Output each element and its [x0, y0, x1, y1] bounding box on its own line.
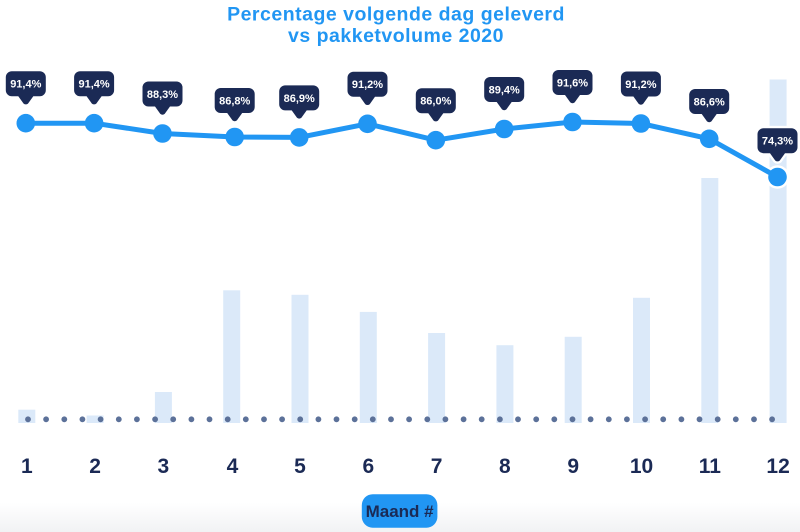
svg-text:Percentage volgende dag geleve: Percentage volgende dag geleverd [227, 4, 565, 26]
svg-text:91,6%: 91,6% [557, 77, 588, 89]
svg-text:9: 9 [567, 455, 579, 478]
svg-text:86,6%: 86,6% [694, 96, 725, 108]
svg-text:91,4%: 91,4% [78, 79, 109, 91]
svg-text:91,4%: 91,4% [10, 79, 41, 91]
svg-text:74,3%: 74,3% [762, 136, 793, 148]
svg-text:88,3%: 88,3% [147, 89, 178, 101]
svg-text:10: 10 [630, 455, 653, 478]
svg-text:86,8%: 86,8% [219, 95, 250, 107]
svg-text:7: 7 [431, 455, 443, 478]
svg-text:89,4%: 89,4% [489, 84, 520, 96]
svg-text:2: 2 [89, 455, 101, 478]
svg-text:6: 6 [362, 455, 374, 478]
svg-text:4: 4 [227, 455, 239, 478]
svg-text:3: 3 [158, 455, 170, 478]
svg-text:5: 5 [294, 455, 306, 478]
svg-text:Maand #: Maand # [366, 502, 435, 521]
svg-text:86,9%: 86,9% [284, 93, 315, 105]
svg-text:1: 1 [21, 455, 33, 478]
svg-text:86,0%: 86,0% [420, 96, 451, 108]
svg-text:11: 11 [699, 455, 722, 478]
svg-text:8: 8 [499, 455, 511, 478]
svg-text:91,2%: 91,2% [625, 79, 656, 91]
svg-text:12: 12 [766, 455, 789, 478]
svg-text:vs pakketvolume 2020: vs pakketvolume 2020 [288, 25, 504, 47]
svg-text:91,2%: 91,2% [352, 79, 383, 91]
